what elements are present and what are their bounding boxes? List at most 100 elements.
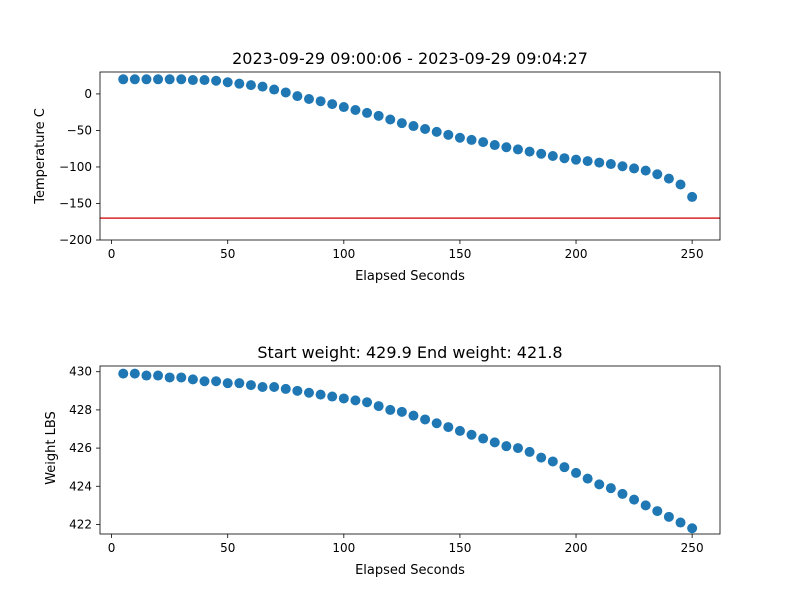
temperature-data-point bbox=[362, 107, 373, 118]
weight-data-point bbox=[454, 425, 465, 436]
temperature-data-point bbox=[420, 123, 431, 134]
weight-data-point bbox=[687, 523, 698, 534]
weight-y-tick-label: 426 bbox=[69, 441, 92, 455]
weight-data-point bbox=[385, 404, 396, 415]
weight-y-tick-label: 428 bbox=[69, 403, 92, 417]
weight-plot-area: 0 50 100 150 200 250 422 424 426 428 430 bbox=[69, 365, 721, 555]
temperature-data-point bbox=[617, 161, 628, 172]
temperature-x-tick-label: 100 bbox=[332, 247, 355, 261]
temperature-x-tick-label: 0 bbox=[108, 247, 116, 261]
weight-y-tick-label: 422 bbox=[69, 517, 92, 531]
temperature-data-point bbox=[141, 74, 152, 85]
temperature-x-tick-label: 50 bbox=[220, 247, 235, 261]
temperature-data-point bbox=[396, 118, 407, 129]
temperature-data-point bbox=[303, 94, 314, 105]
temperature-data-point bbox=[687, 191, 698, 202]
weight-data-point bbox=[396, 406, 407, 417]
temperature-data-point bbox=[187, 75, 198, 86]
weight-data-point bbox=[245, 380, 256, 391]
weight-data-point bbox=[512, 443, 523, 454]
weight-data-point bbox=[443, 422, 454, 433]
weight-data-point bbox=[489, 437, 500, 448]
weight-data-point bbox=[420, 414, 431, 425]
weight-y-axis-label: Weight LBS bbox=[44, 411, 59, 485]
weight-data-point bbox=[408, 410, 419, 421]
temperature-data-point bbox=[315, 96, 326, 107]
temperature-data-point bbox=[257, 81, 268, 92]
temperature-data-point bbox=[478, 137, 489, 148]
weight-data-point bbox=[129, 368, 140, 379]
weight-data-point bbox=[315, 389, 326, 400]
temperature-data-point bbox=[129, 74, 140, 85]
weight-data-point bbox=[466, 429, 477, 440]
temperature-data-point bbox=[675, 179, 686, 190]
weight-data-point bbox=[164, 372, 175, 383]
temperature-data-point bbox=[663, 173, 674, 184]
weight-data-point bbox=[652, 506, 663, 517]
temperature-data-point bbox=[640, 165, 651, 176]
temperature-y-axis-label: Temperature C bbox=[33, 108, 48, 205]
temperature-data-point bbox=[176, 74, 187, 85]
weight-axes-frame bbox=[99, 365, 721, 535]
temperature-data-point bbox=[501, 142, 512, 153]
weight-data-point bbox=[280, 383, 291, 394]
weight-data-point bbox=[350, 395, 361, 406]
weight-data-point bbox=[478, 433, 489, 444]
temperature-x-axis-label: Elapsed Seconds bbox=[355, 269, 465, 284]
temperature-subplot: 2023-09-29 09:00:06 - 2023-09-29 09:04:2… bbox=[33, 49, 721, 284]
temperature-chart-title: 2023-09-29 09:00:06 - 2023-09-29 09:04:2… bbox=[232, 49, 588, 68]
weight-data-point bbox=[536, 452, 547, 463]
weight-x-tick-label: 50 bbox=[220, 541, 235, 555]
weight-x-tick-label: 250 bbox=[681, 541, 704, 555]
weight-subplot: Start weight: 429.9 End weight: 421.8 0 5… bbox=[44, 343, 721, 578]
temperature-data-point bbox=[234, 78, 245, 89]
temperature-data-point bbox=[454, 132, 465, 143]
temperature-y-tick-label: 0 bbox=[84, 87, 92, 101]
weight-data-point bbox=[640, 500, 651, 511]
temperature-data-point bbox=[547, 151, 558, 161]
temperature-data-point bbox=[153, 74, 164, 85]
temperature-data-point bbox=[408, 121, 419, 132]
temperature-data-point bbox=[536, 148, 547, 159]
weight-data-point bbox=[257, 382, 268, 392]
temperature-data-point bbox=[571, 154, 582, 165]
temperature-x-tick-label: 250 bbox=[681, 247, 704, 261]
weight-data-point bbox=[663, 511, 674, 522]
temperature-data-point bbox=[118, 74, 129, 85]
temperature-y-tick-label: −50 bbox=[67, 123, 92, 137]
weight-data-point bbox=[187, 374, 198, 385]
weight-x-axis-label: Elapsed Seconds bbox=[355, 563, 465, 578]
weight-x-tick-label: 100 bbox=[332, 541, 355, 555]
temperature-plot-area: 0 50 100 150 200 250 −200 −150 −100 −50 0 bbox=[59, 71, 721, 261]
temperature-data-point bbox=[605, 159, 616, 170]
temperature-data-point bbox=[211, 75, 222, 86]
weight-data-point bbox=[292, 385, 303, 396]
weight-data-point bbox=[571, 467, 582, 478]
weight-y-tick-label: 430 bbox=[69, 365, 92, 379]
weight-x-tick-label: 200 bbox=[565, 541, 588, 555]
weight-data-point bbox=[617, 488, 628, 499]
weight-data-point bbox=[222, 378, 233, 389]
weight-x-tick-label: 0 bbox=[108, 541, 116, 555]
weight-data-point bbox=[211, 376, 222, 387]
temperature-data-point bbox=[629, 163, 640, 174]
temperature-data-point bbox=[582, 156, 593, 167]
temperature-axes-frame bbox=[99, 71, 721, 241]
weight-data-point bbox=[594, 479, 605, 490]
temperature-data-point bbox=[431, 126, 442, 137]
temperature-x-tick-label: 200 bbox=[565, 247, 588, 261]
temperature-data-point bbox=[512, 144, 523, 155]
temperature-data-point bbox=[292, 91, 303, 102]
temperature-y-tick-label: −200 bbox=[59, 233, 92, 247]
temperature-data-point bbox=[350, 104, 361, 115]
temperature-data-point bbox=[373, 110, 384, 121]
weight-x-tick-label: 150 bbox=[448, 541, 471, 555]
temperature-data-point bbox=[222, 77, 233, 88]
weight-data-point bbox=[118, 368, 129, 379]
temperature-data-point bbox=[327, 99, 338, 110]
weight-data-point bbox=[327, 391, 338, 402]
temperature-data-point bbox=[338, 102, 349, 113]
temperature-data-point bbox=[269, 84, 280, 95]
temperature-data-point bbox=[466, 134, 477, 145]
